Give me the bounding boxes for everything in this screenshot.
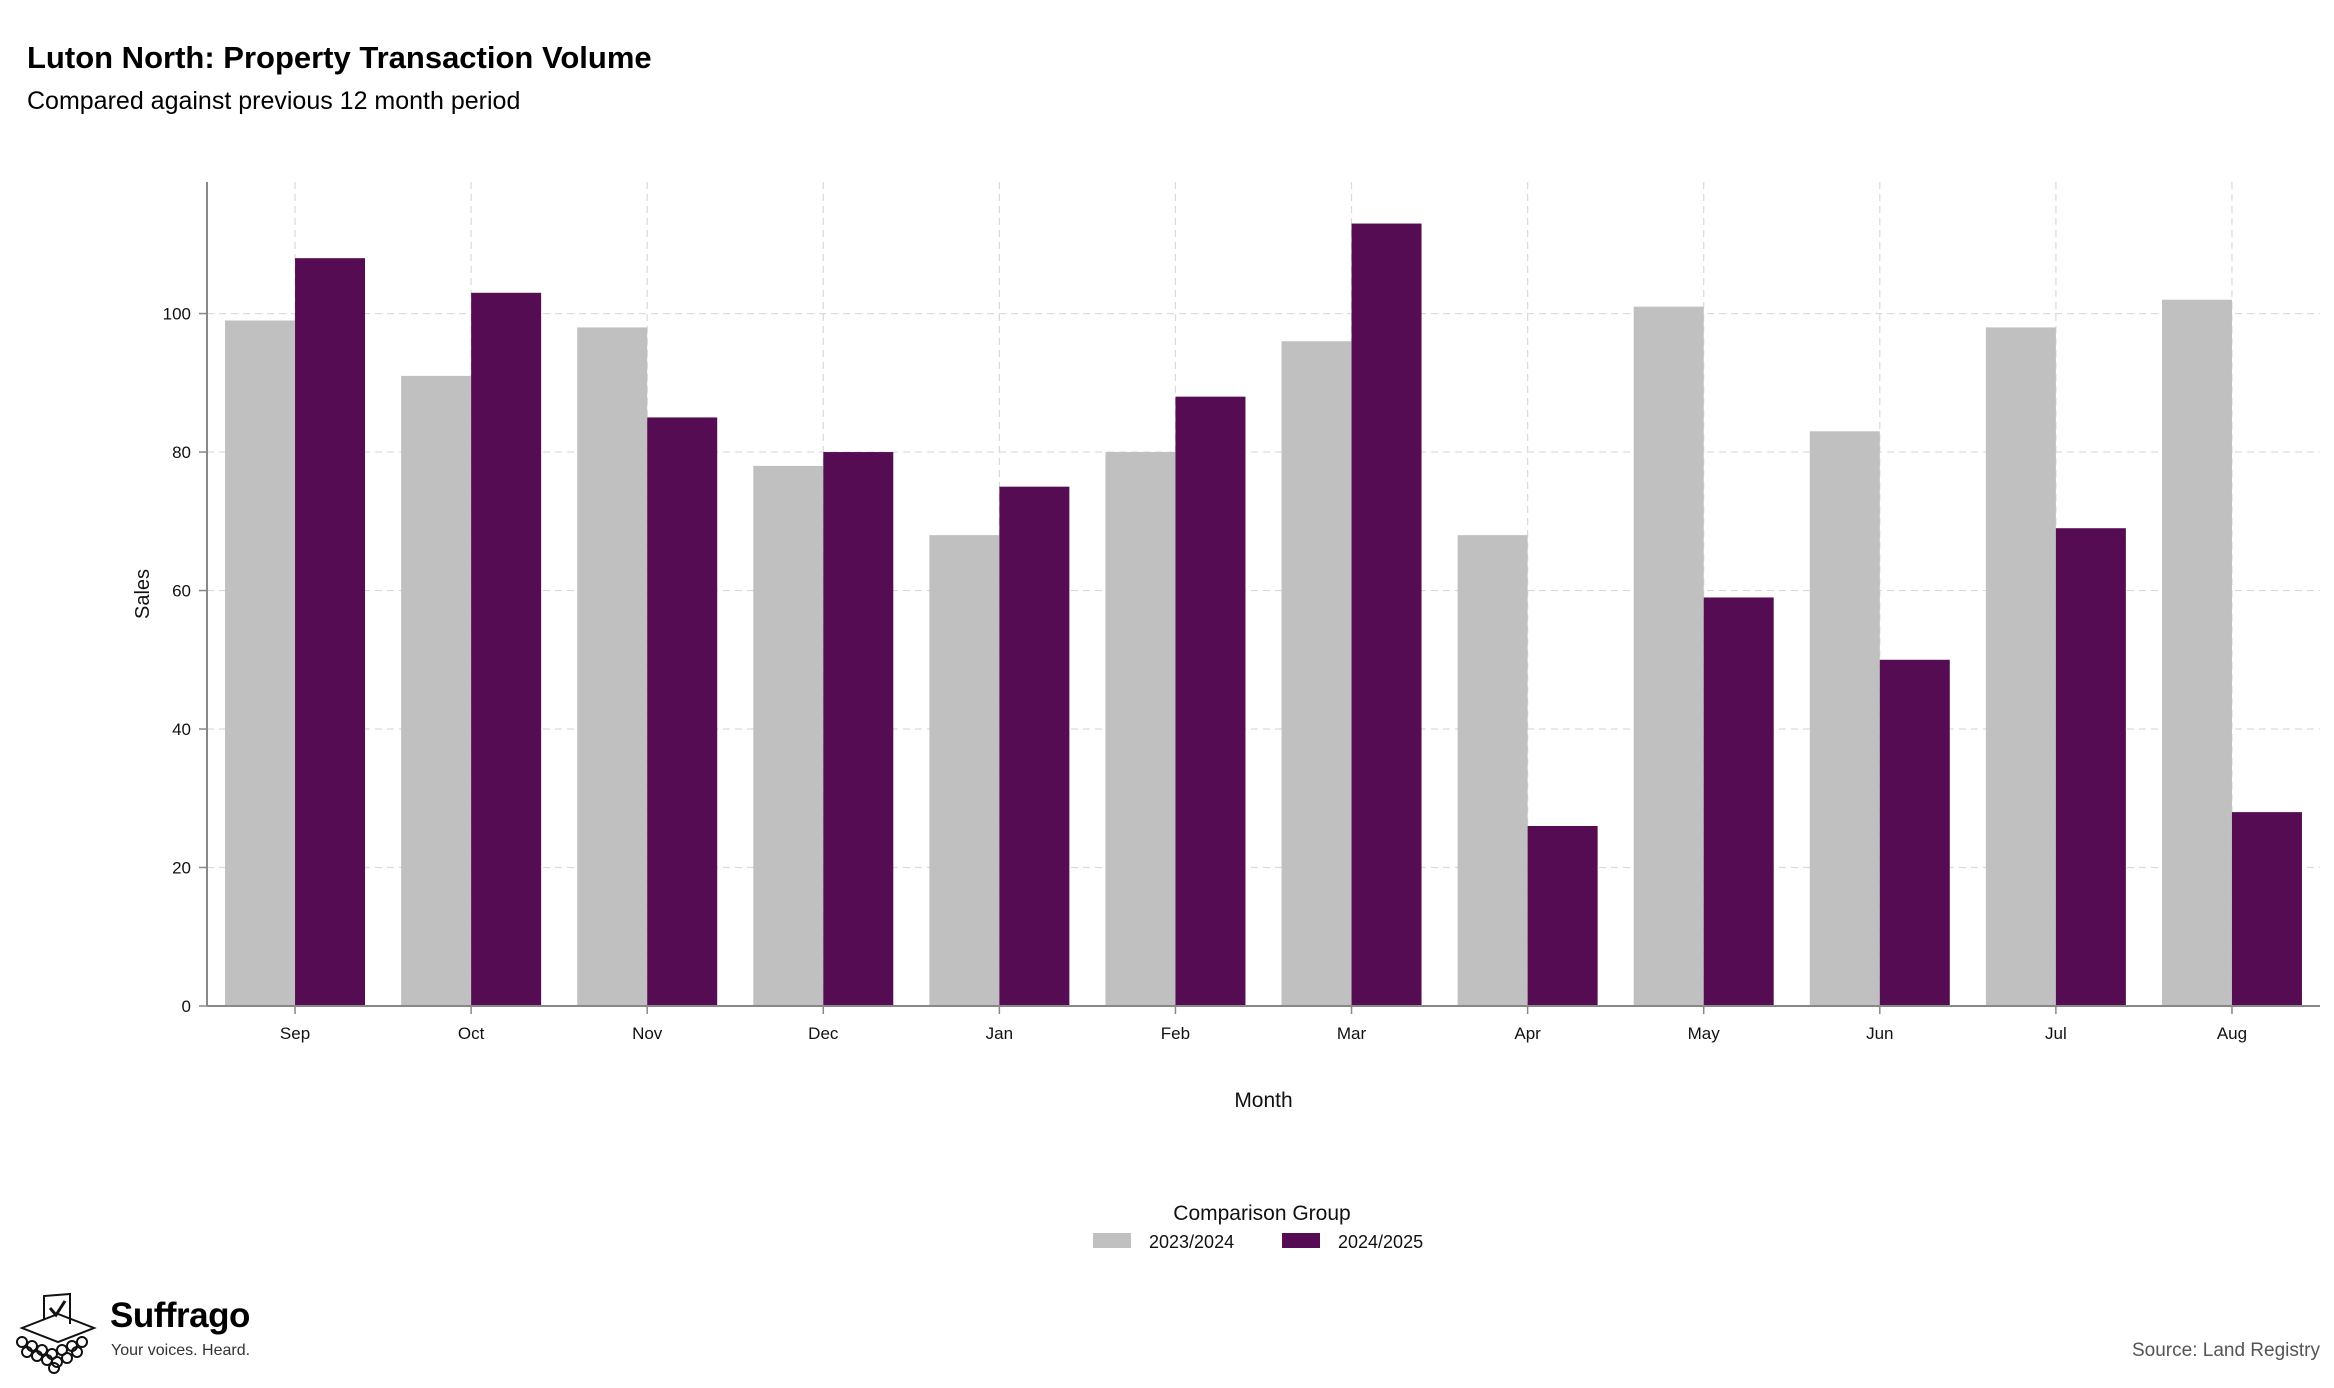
bar-2023-2024-sep [225, 320, 296, 1006]
bar-2023-2024-jan [929, 535, 1000, 1006]
bar-2023-2024-mar [1281, 341, 1352, 1006]
x-tick-label: May [1688, 1024, 1721, 1043]
x-tick-label: Jan [986, 1024, 1013, 1043]
x-tick-label: Apr [1514, 1024, 1541, 1043]
bar-2023-2024-jun [1809, 431, 1880, 1006]
x-tick-label: Dec [808, 1024, 839, 1043]
x-tick-label: Jun [1866, 1024, 1893, 1043]
bar-2024-2025-sep [295, 258, 366, 1006]
bar-2024-2025-jan [999, 486, 1070, 1007]
bar-2024-2025-jul [2055, 528, 2126, 1006]
y-tick-label: 0 [182, 997, 191, 1016]
bar-2024-2025-apr [1527, 825, 1598, 1006]
bar-2024-2025-oct [471, 292, 542, 1006]
legend-title: Comparison Group [1173, 1202, 1350, 1225]
x-tick-label: Sep [280, 1024, 310, 1043]
bar-2023-2024-aug [2161, 299, 2232, 1006]
x-tick-label: Jul [2045, 1024, 2067, 1043]
bar-2023-2024-jul [1985, 327, 2056, 1007]
y-tick-label: 60 [172, 582, 191, 601]
bar-2024-2025-may [1703, 597, 1774, 1006]
y-tick-label: 80 [172, 443, 191, 462]
x-tick-label: Aug [2217, 1024, 2247, 1043]
bar-2023-2024-oct [401, 375, 472, 1007]
x-tick-label: Oct [458, 1024, 485, 1043]
bar-2024-2025-dec [823, 452, 894, 1006]
x-tick-label: Nov [632, 1024, 663, 1043]
bar-2023-2024-may [1633, 306, 1704, 1006]
x-axis-title: Month [1234, 1089, 1292, 1112]
bar-2023-2024-nov [577, 327, 648, 1007]
y-axis-title: Sales [132, 569, 154, 619]
y-tick-label: 20 [172, 859, 191, 878]
y-tick-label: 40 [172, 720, 191, 739]
bar-2024-2025-mar [1351, 223, 1422, 1007]
legend-label-2024-2025: 2024/2025 [1338, 1232, 1423, 1252]
bar-2023-2024-dec [753, 465, 824, 1006]
bar-2024-2025-aug [2231, 812, 2302, 1006]
chart-title: Luton North: Property Transaction Volume [27, 40, 652, 75]
brand-tagline: Your voices. Heard. [111, 1342, 251, 1359]
suffrago-logo: Suffrago Your voices. Heard. [14, 1290, 274, 1376]
brand-name: Suffrago [110, 1296, 250, 1335]
bar-2024-2025-jun [1879, 659, 1950, 1006]
source-note: Source: Land Registry [2132, 1340, 2320, 1361]
legend-label-2023-2024: 2023/2024 [1149, 1232, 1234, 1252]
legend-swatch-2023-2024 [1093, 1233, 1131, 1248]
y-tick-label: 100 [163, 305, 191, 324]
bar-2023-2024-apr [1457, 535, 1528, 1006]
x-tick-label: Mar [1337, 1024, 1367, 1043]
x-tick-label: Feb [1161, 1024, 1190, 1043]
chart-subtitle: Compared against previous 12 month perio… [27, 87, 521, 115]
bar-2023-2024-feb [1105, 452, 1176, 1006]
bar-2024-2025-nov [647, 417, 718, 1006]
legend-swatch-2024-2025 [1282, 1233, 1320, 1248]
ballot-box-icon [16, 1292, 97, 1374]
bar-2024-2025-feb [1175, 396, 1246, 1006]
